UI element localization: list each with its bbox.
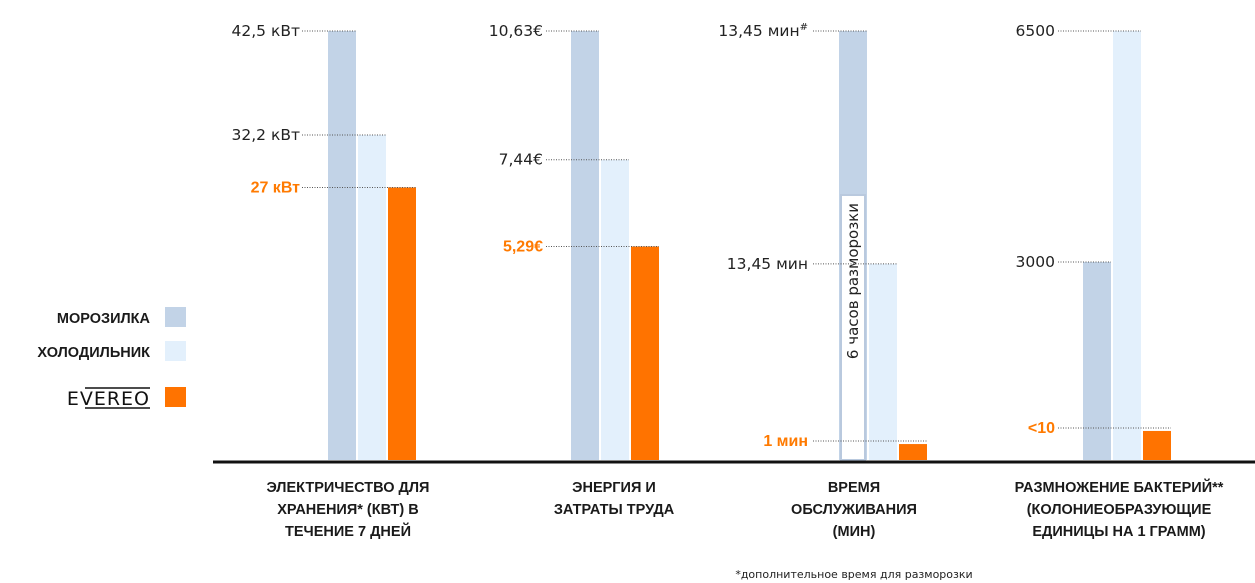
legend-label-fridge: ХОЛОДИЛЬНИК	[37, 345, 150, 361]
legend: МОРОЗИЛКА ХОЛОДИЛЬНИК EVEREO	[37, 307, 186, 410]
value-labels-layer: 42,5 кВт 32,2 кВт 27 кВт 10,63€ 7,44€ 5,29€ 13…	[232, 22, 1171, 450]
bars-layer: 6 часов разморозки	[328, 31, 1171, 461]
category-label-3: ВРЕМЯ	[828, 480, 880, 496]
value-label-freezer-4: 3000	[1016, 253, 1055, 271]
category-label-4: ЕДИНИЦЫ НА 1 ГРАММ)	[1032, 524, 1205, 540]
category-labels-layer: ЭЛЕКТРИЧЕСТВО ДЛЯ ХРАНЕНИЯ* (КВТ) В ТЕЧЕНИ…	[267, 478, 1224, 581]
category-label-2: ЗАТРАТЫ ТРУДА	[554, 502, 675, 518]
legend-swatch-fridge	[165, 341, 186, 361]
category-label-4: РАЗМНОЖЕНИЕ БАКТЕРИЙ**	[1015, 478, 1224, 496]
category-label-4: (КОЛОНИЕОБРАЗУЮЩИЕ	[1027, 502, 1212, 518]
value-label-evereo-3: 1 мин	[763, 433, 808, 450]
bar-evereo-4	[1143, 430, 1171, 460]
value-label-freezer-2: 10,63€	[489, 22, 543, 40]
evereo-logo: EVEREO	[67, 388, 150, 410]
bar-evereo-1	[388, 187, 416, 461]
category-label-3: (МИН)	[833, 524, 876, 540]
value-label-fridge-2: 7,44€	[499, 151, 543, 169]
bar-fridge-4	[1113, 31, 1141, 460]
value-label-evereo-1: 27 кВт	[251, 179, 301, 196]
value-label-evereo-2: 5,29€	[503, 239, 543, 256]
bar-evereo-2	[631, 246, 659, 460]
legend-swatch-evereo	[165, 387, 186, 407]
defrost-box	[840, 194, 866, 461]
value-label-fridge-4: 6500	[1016, 22, 1055, 40]
category-label-1: ТЕЧЕНИЕ 7 ДНЕЙ	[285, 522, 411, 540]
bar-freezer-1	[328, 31, 356, 460]
value-label-freezer-1: 42,5 кВт	[232, 22, 300, 40]
value-label-fridge-1: 32,2 кВт	[232, 126, 300, 144]
bar-fridge-1	[358, 134, 386, 460]
bar-fridge-2	[601, 159, 629, 460]
category-label-2: ЭНЕРГИЯ И	[572, 480, 656, 496]
category-label-1: ХРАНЕНИЯ* (КВТ) В	[277, 502, 418, 518]
value-label-fridge-3: 13,45 мин	[727, 255, 808, 273]
bar-freezer-2	[571, 31, 599, 460]
legend-label-freezer: МОРОЗИЛКА	[57, 311, 151, 327]
value-label-freezer-3: 13,45 мин#	[718, 22, 808, 40]
defrost-label: 6 часов разморозки	[844, 203, 862, 359]
bar-freezer-4	[1083, 262, 1111, 460]
bar-evereo-3	[899, 444, 927, 460]
category-label-3: ОБСЛУЖИВАНИЯ	[791, 502, 917, 518]
bar-fridge-3	[869, 263, 897, 460]
legend-swatch-freezer	[165, 307, 186, 327]
category-label-1: ЭЛЕКТРИЧЕСТВО ДЛЯ	[267, 480, 430, 496]
value-label-evereo-4: <10	[1028, 420, 1055, 437]
footnote: *дополнительное время для разморозки	[735, 568, 972, 581]
